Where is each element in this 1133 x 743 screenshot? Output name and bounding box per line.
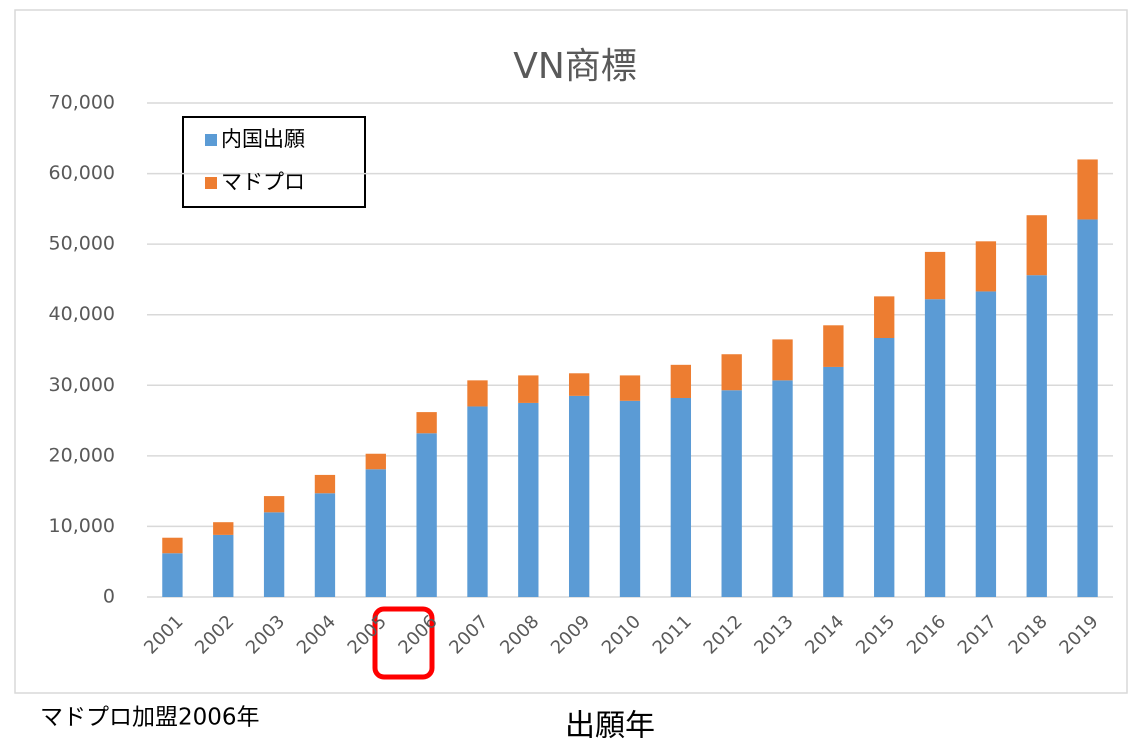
bar-segment bbox=[772, 380, 793, 597]
y-tick-label: 40,000 bbox=[49, 303, 115, 325]
bar-segment bbox=[1077, 219, 1098, 597]
bar-segment bbox=[365, 453, 386, 470]
legend-swatch bbox=[205, 134, 217, 146]
bar-segment bbox=[721, 390, 742, 597]
bar-segment bbox=[924, 299, 946, 597]
y-tick-label: 60,000 bbox=[49, 162, 115, 184]
y-tick-label: 30,000 bbox=[49, 374, 115, 396]
y-tick-label: 20,000 bbox=[49, 444, 115, 466]
bar-segment bbox=[1026, 275, 1047, 597]
bar-segment bbox=[823, 366, 844, 597]
x-axis-title: 出願年 bbox=[565, 709, 655, 743]
chart-title: VN商標 bbox=[513, 46, 637, 87]
bar-segment bbox=[721, 354, 742, 391]
bar-segment bbox=[924, 251, 946, 300]
bar-segment bbox=[1026, 215, 1047, 276]
annotation: マドプロ加盟2006年 bbox=[40, 705, 260, 731]
bar-segment bbox=[772, 339, 793, 381]
bar-segment bbox=[365, 469, 386, 597]
bar-segment bbox=[670, 397, 692, 597]
bar-segment bbox=[568, 373, 590, 396]
y-tick-label: 70,000 bbox=[49, 92, 115, 114]
bar-segment bbox=[518, 375, 539, 403]
bar-segment bbox=[874, 338, 895, 597]
legend-label: 内国出願 bbox=[221, 127, 305, 151]
bar-segment bbox=[467, 406, 488, 597]
bar-segment bbox=[314, 493, 336, 597]
bar-segment bbox=[314, 474, 336, 494]
bar-segment bbox=[162, 553, 183, 597]
y-tick-label: 50,000 bbox=[49, 233, 115, 255]
y-tick-label: 0 bbox=[103, 586, 115, 608]
bar-segment bbox=[213, 534, 234, 597]
bar-segment bbox=[1077, 159, 1098, 220]
highlight-box bbox=[372, 606, 435, 680]
bar-segment bbox=[416, 433, 437, 597]
bar-segment bbox=[263, 496, 285, 513]
bar-segment bbox=[568, 395, 590, 597]
bar-segment bbox=[467, 380, 488, 407]
bar-segment bbox=[874, 296, 895, 339]
bar-segment bbox=[670, 364, 692, 398]
bar-segment bbox=[823, 325, 844, 367]
bar-segment bbox=[975, 241, 997, 292]
y-tick-label: 10,000 bbox=[49, 515, 115, 537]
bar-segment bbox=[619, 375, 641, 401]
bar-segment bbox=[619, 400, 641, 597]
bar-segment bbox=[162, 537, 183, 554]
legend-label: マドプロ bbox=[221, 170, 305, 194]
legend-box bbox=[182, 116, 366, 208]
legend-swatch bbox=[205, 177, 217, 189]
bar-segment bbox=[416, 412, 437, 434]
bar-segment bbox=[263, 512, 285, 597]
bar-segment bbox=[518, 402, 539, 597]
bar-segment bbox=[213, 522, 234, 535]
bar-segment bbox=[975, 291, 997, 597]
